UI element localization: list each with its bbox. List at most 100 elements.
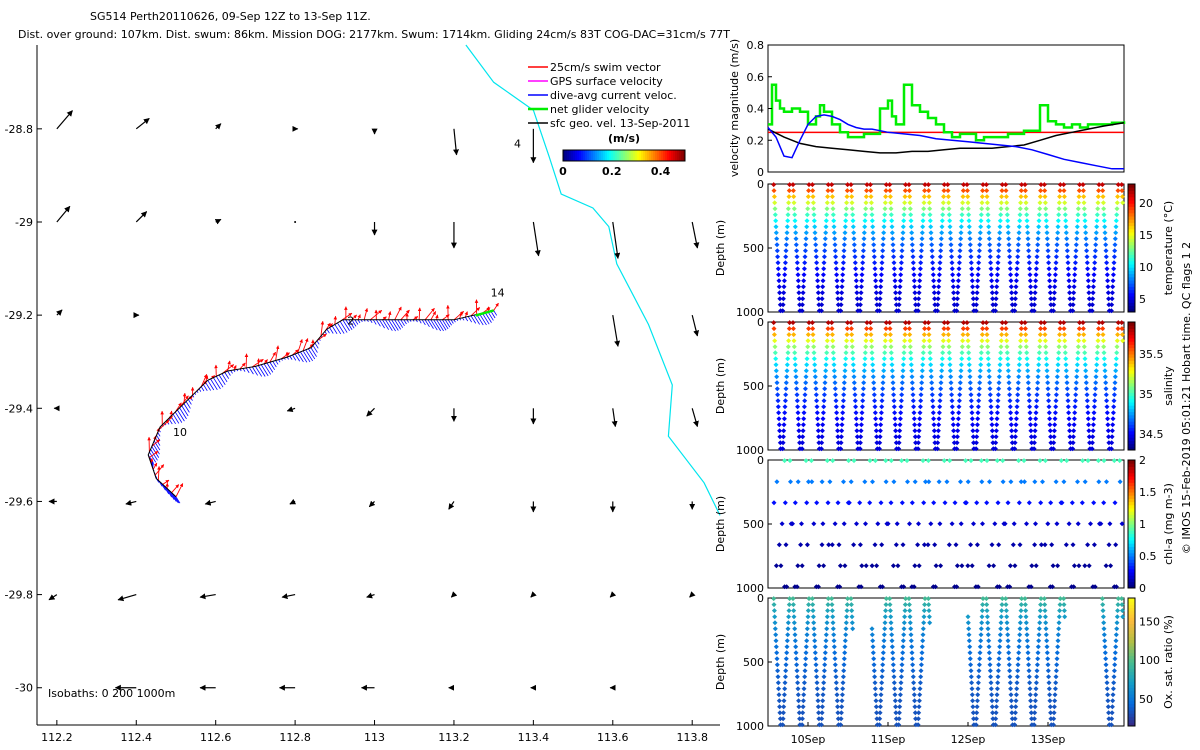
dac-vector — [331, 325, 338, 335]
profile-point — [1091, 542, 1097, 548]
profile-point — [949, 254, 955, 260]
profile-point — [890, 662, 896, 668]
profile-colorbar-cell — [1128, 678, 1135, 682]
profile-point — [855, 302, 861, 308]
map-ytick-label: -29.6 — [5, 495, 33, 508]
profile-point — [784, 230, 790, 236]
profile-point — [911, 680, 917, 686]
profile-point — [1055, 644, 1061, 650]
profile-point — [1029, 440, 1035, 446]
profile-point — [988, 272, 994, 278]
profile-point — [823, 356, 829, 362]
geo-vector — [612, 315, 621, 347]
profile-point — [1112, 662, 1118, 668]
profile-point — [863, 521, 868, 527]
profile-point — [806, 602, 812, 608]
profile-point — [1063, 542, 1069, 548]
profile-point — [1005, 638, 1011, 644]
profile-point — [937, 266, 943, 272]
profile-point — [1071, 563, 1077, 569]
profile-point — [850, 224, 856, 230]
profile-point — [864, 182, 870, 188]
profile-point — [980, 326, 986, 332]
profile-point — [887, 320, 893, 326]
profile-point — [967, 374, 973, 380]
profile-point — [814, 260, 820, 266]
profile-point — [816, 440, 822, 446]
profile-colorbar-cell — [1128, 257, 1135, 262]
profile-point — [1042, 326, 1048, 332]
profile-point — [1017, 620, 1023, 626]
profile-point — [776, 542, 782, 548]
profile-point — [910, 398, 916, 404]
profile-point — [806, 182, 812, 188]
dac-vector — [177, 409, 185, 422]
map-colorbar-cell — [571, 150, 574, 161]
profile-point — [848, 602, 854, 608]
profile-point — [1090, 284, 1096, 290]
profile-point — [1026, 662, 1032, 668]
profile-point — [916, 284, 922, 290]
profile-point — [838, 296, 844, 302]
profile-point — [802, 386, 808, 392]
profile-point — [882, 338, 888, 344]
profile-point — [892, 410, 898, 416]
profile-point — [921, 614, 927, 620]
profile-point — [1111, 680, 1117, 686]
profile-point — [812, 368, 818, 374]
profile-point — [896, 446, 902, 452]
profile-point — [977, 236, 983, 242]
profile-point — [1104, 410, 1110, 416]
profile-point — [1075, 218, 1081, 224]
profile-point — [1049, 584, 1055, 590]
profile-point — [843, 356, 849, 362]
profile-point — [1025, 644, 1031, 650]
profile-point — [1005, 644, 1011, 650]
glider-track-line — [147, 310, 494, 498]
profile-point — [996, 248, 1002, 254]
profile-point — [880, 386, 886, 392]
profile-point — [890, 656, 896, 662]
profile-point — [1014, 260, 1020, 266]
profile-point — [1099, 320, 1105, 326]
dac-vector — [294, 353, 300, 362]
profile-point — [919, 230, 925, 236]
profile-point — [835, 296, 841, 302]
profile-point — [862, 224, 868, 230]
profile-point — [928, 521, 934, 527]
dac-vector — [166, 488, 175, 500]
profile-point — [811, 521, 817, 527]
profile-point — [794, 386, 800, 392]
profile-point — [1111, 260, 1117, 266]
profile-point — [994, 458, 1000, 464]
profile-point — [803, 242, 809, 248]
profile-point — [844, 194, 850, 200]
profile-point — [1013, 704, 1019, 710]
profile-colorbar-cell — [1128, 187, 1135, 191]
profile-point — [879, 674, 885, 680]
map-colorbar-cell — [573, 150, 576, 161]
profile-point — [874, 563, 880, 569]
profile-point — [1091, 272, 1097, 278]
dac-vector — [215, 376, 224, 388]
profile-point — [1027, 410, 1033, 416]
profile-point — [794, 260, 800, 266]
profile-point — [792, 632, 798, 638]
profile-point — [819, 710, 825, 716]
profile-point — [1037, 338, 1043, 344]
profile-point — [1101, 458, 1107, 464]
profile-point — [1090, 428, 1096, 434]
profile-point — [783, 668, 789, 674]
profile-point — [835, 440, 841, 446]
profile-point — [799, 521, 804, 527]
profile-point — [912, 479, 918, 485]
profile-point — [913, 302, 919, 308]
profile-point — [1042, 608, 1048, 614]
profile-colorbar-cell — [1128, 325, 1135, 329]
profile-point — [1003, 194, 1009, 200]
profile-point — [918, 254, 924, 260]
profile-point — [834, 278, 840, 284]
profile-point — [1070, 434, 1076, 440]
profile-point — [1082, 356, 1088, 362]
